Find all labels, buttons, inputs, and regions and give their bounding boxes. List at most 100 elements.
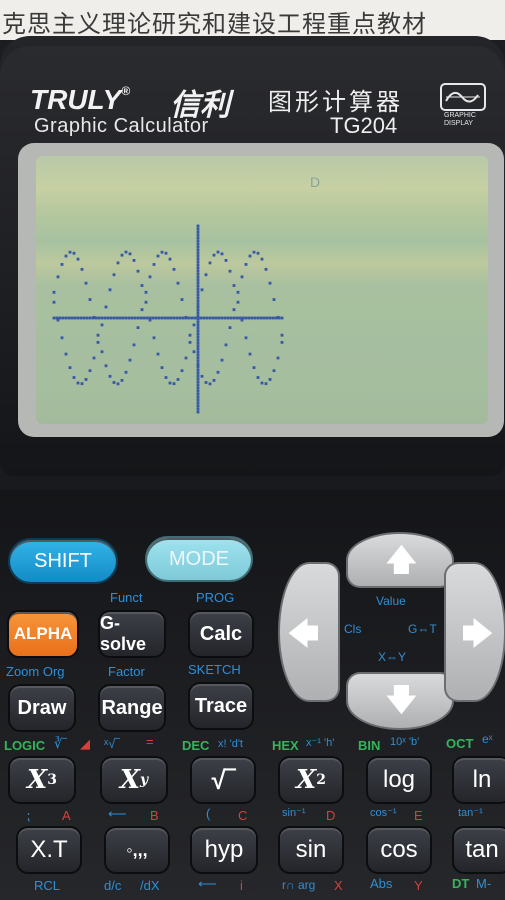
curve-1-pixel	[196, 364, 200, 368]
dpad-right-button[interactable]	[444, 562, 505, 702]
x-axis-pixel	[172, 316, 176, 320]
y-axis-pixel	[196, 284, 200, 288]
y-axis-pixel	[196, 410, 200, 414]
ln-button[interactable]: ln	[452, 756, 505, 804]
curve-2-pixel	[160, 366, 164, 370]
mode-button[interactable]: MODE	[145, 536, 253, 582]
m-minus-label: M-	[476, 876, 492, 891]
alpha-button[interactable]: ALPHA	[7, 610, 79, 658]
curve-1-pixel	[160, 250, 164, 254]
x-axis-pixel	[160, 316, 164, 320]
curve-1-pixel	[212, 379, 216, 382]
curve-2-pixel	[180, 369, 184, 373]
curve-2-pixel	[196, 305, 200, 309]
x-axis-pixel	[265, 316, 269, 320]
curve-1-pixel	[180, 298, 184, 301]
x-axis-pixel	[130, 316, 134, 320]
x-axis-pixel	[211, 316, 215, 320]
g-solve-button[interactable]: G-solve	[98, 610, 166, 658]
letter-c-label: C	[238, 808, 248, 823]
zoom-org-label: Zoom Org	[6, 664, 65, 679]
curve-2-pixel	[168, 381, 172, 385]
curve-1-pixel	[164, 251, 168, 255]
x-axis-pixel	[250, 316, 254, 320]
curve-2-pixel	[188, 340, 192, 344]
x-axis-pixel	[100, 316, 104, 320]
polar-arg-label: r∩ arg	[282, 878, 316, 892]
x-axis-pixel	[139, 316, 143, 320]
y-axis-pixel	[196, 341, 200, 345]
cube-root-label: ∛‾	[54, 736, 67, 751]
tan-button[interactable]: tan	[452, 826, 505, 874]
curve-1-pixel	[80, 267, 84, 271]
curve-2-pixel	[212, 253, 216, 257]
x-axis-pixel	[70, 316, 74, 320]
x-axis-pixel	[229, 316, 233, 320]
curve-1-pixel	[192, 350, 196, 354]
calc-button[interactable]: Calc	[188, 610, 254, 658]
x-axis-pixel	[256, 316, 260, 320]
y-axis-pixel	[196, 335, 200, 339]
x-axis-pixel	[82, 316, 86, 320]
cos-button[interactable]: cos	[366, 826, 432, 874]
curve-1-pixel	[64, 254, 68, 258]
log-button[interactable]: log	[366, 756, 432, 804]
y-axis-pixel	[196, 377, 200, 381]
dx-label: /dX	[140, 878, 160, 893]
range-button[interactable]: Range	[98, 684, 166, 732]
sin-button[interactable]: sin	[278, 826, 344, 874]
curve-1-pixel	[200, 374, 204, 378]
shift-button[interactable]: SHIFT	[8, 538, 118, 584]
sqrt-button[interactable]: √‾	[190, 756, 256, 804]
x-axis-pixel	[193, 316, 197, 320]
curve-2-pixel	[204, 273, 208, 277]
x-axis-pixel	[85, 316, 89, 320]
x-axis-pixel	[148, 316, 152, 320]
x-axis-pixel	[241, 316, 245, 320]
x-axis-pixel	[127, 316, 131, 320]
fraction-button[interactable]: ◦,,,	[104, 826, 170, 874]
x-axis-pixel	[217, 316, 221, 320]
x-axis-pixel	[214, 316, 218, 320]
graphic-display-label: GRAPHIC DISPLAY	[444, 112, 476, 127]
model-number: TG204	[330, 113, 398, 138]
y-axis-pixel	[196, 287, 200, 291]
curve-2-pixel	[108, 288, 112, 292]
curve-2-pixel	[72, 376, 76, 379]
curve-1-pixel	[108, 374, 112, 378]
brand-name: TRULY	[30, 84, 122, 115]
curve-1-pixel	[100, 350, 104, 354]
x-axis-pixel	[55, 316, 59, 320]
hyp-button[interactable]: hyp	[190, 826, 258, 874]
y-axis-pixel	[196, 383, 200, 387]
curve-1-pixel	[120, 379, 124, 382]
dpad-left-button[interactable]	[278, 562, 340, 702]
curve-2-pixel	[148, 318, 152, 322]
y-axis-pixel	[196, 320, 200, 324]
graph-text-toggle-label: G⇔T	[408, 622, 437, 636]
curve-1-pixel	[264, 267, 268, 271]
dpad-up-button[interactable]	[346, 532, 454, 588]
y-axis-pixel	[196, 230, 200, 234]
x-theta-t-button[interactable]: X.T	[16, 826, 82, 874]
trace-button[interactable]: Trace	[188, 682, 254, 730]
y-axis-pixel	[196, 401, 200, 405]
curve-2-pixel	[252, 366, 256, 370]
curve-2-pixel	[276, 356, 280, 360]
draw-button[interactable]: Draw	[8, 684, 76, 732]
equals-label: =	[146, 734, 154, 749]
curve-1-pixel	[68, 250, 72, 254]
y-axis-pixel	[196, 290, 200, 294]
dpad-down-button[interactable]	[346, 672, 454, 730]
curve-2-pixel	[236, 300, 240, 304]
curve-2-pixel	[164, 376, 168, 379]
arctan-label: tan⁻¹	[458, 807, 483, 819]
x-axis-pixel	[136, 316, 140, 320]
x-axis-pixel	[268, 316, 272, 320]
hex-label: HEX	[272, 738, 299, 753]
x-axis-pixel	[202, 316, 206, 320]
y-axis-pixel	[196, 389, 200, 393]
